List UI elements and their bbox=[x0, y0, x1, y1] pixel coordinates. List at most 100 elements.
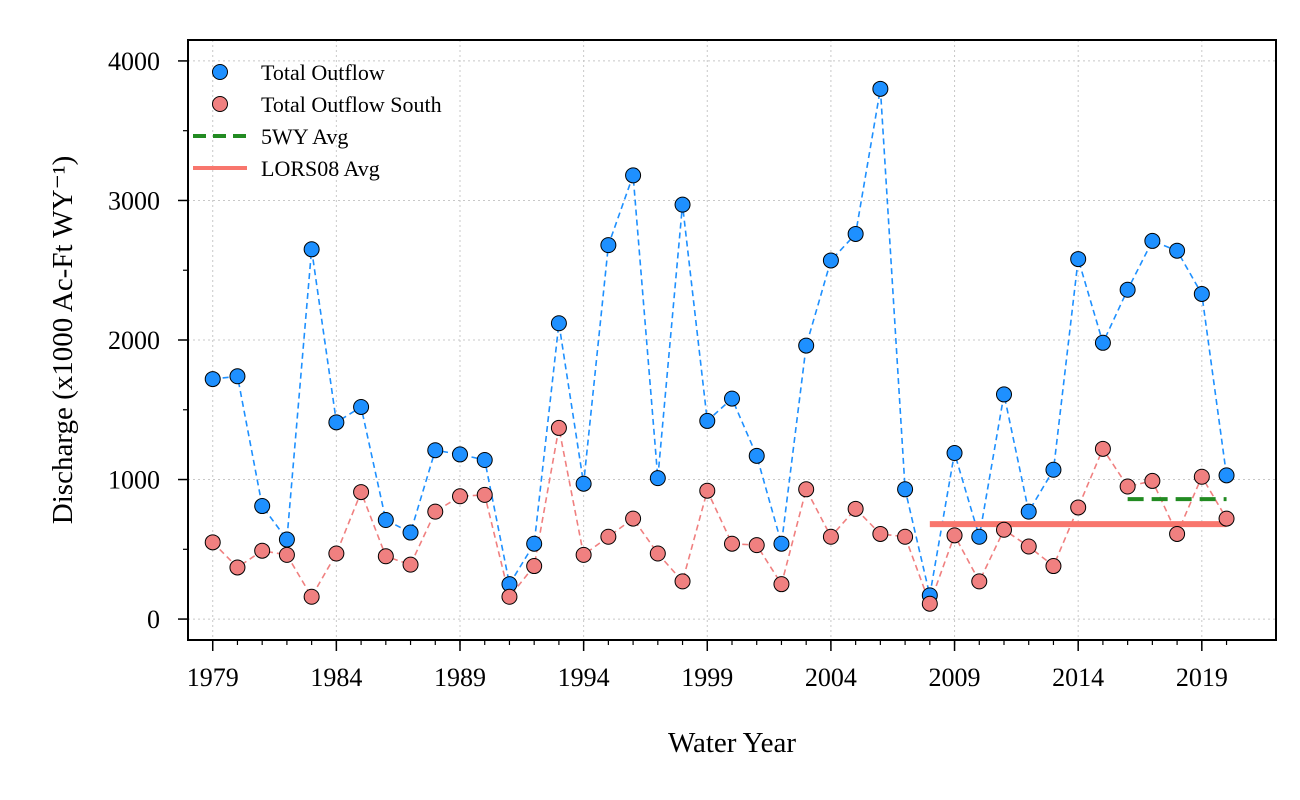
total-outflow-south-point bbox=[229, 559, 246, 576]
total-outflow-south-point bbox=[476, 486, 493, 503]
total-outflow-south-point bbox=[377, 548, 394, 565]
y-tick-label: 1000 bbox=[108, 466, 160, 495]
total-outflow-point bbox=[1218, 467, 1235, 484]
axes: 1979 1984 1989 1994 1999 2004 2009 2014 2019 0 100… bbox=[108, 47, 1228, 692]
legend-label: 5WY Avg bbox=[261, 124, 348, 149]
total-outflow-south-point bbox=[575, 546, 592, 563]
total-outflow-point bbox=[526, 535, 543, 552]
total-outflow-point bbox=[946, 445, 963, 462]
total-outflow-south-point bbox=[773, 576, 790, 593]
grid bbox=[188, 40, 1276, 640]
total-outflow-south-point bbox=[353, 484, 370, 501]
total-outflow-point bbox=[427, 442, 444, 459]
total-outflow-point bbox=[1070, 251, 1087, 268]
total-outflow-point bbox=[625, 167, 642, 184]
total-outflow-point bbox=[971, 528, 988, 545]
y-tick-label: 0 bbox=[147, 605, 160, 634]
total-outflow-point bbox=[1094, 334, 1111, 351]
total-outflow-south-point bbox=[1045, 558, 1062, 575]
total-outflow-line bbox=[212, 88, 1228, 596]
total-outflow-south-point bbox=[1020, 538, 1037, 555]
total-outflow-south-point bbox=[1119, 478, 1136, 495]
total-outflow-point bbox=[328, 414, 345, 431]
series-points bbox=[204, 80, 1235, 612]
total-outflow-point bbox=[724, 390, 740, 407]
total-outflow-south-point bbox=[254, 542, 271, 559]
total-outflow-point bbox=[847, 225, 864, 242]
legend-label: Total Outflow bbox=[261, 60, 385, 85]
total-outflow-point bbox=[377, 512, 394, 528]
total-outflow-south-point bbox=[996, 521, 1012, 538]
total-outflow-south-point bbox=[452, 488, 468, 505]
x-axis-title: Water Year bbox=[668, 727, 796, 759]
total-outflow-point bbox=[452, 446, 468, 463]
total-outflow-point bbox=[1119, 281, 1136, 298]
legend-marker bbox=[212, 96, 228, 112]
x-tick-label: 1989 bbox=[434, 663, 486, 692]
total-outflow-south-point bbox=[674, 573, 691, 590]
total-outflow-point bbox=[600, 237, 617, 254]
total-outflow-point bbox=[1045, 461, 1062, 478]
x-tick-label: 2019 bbox=[1176, 663, 1228, 692]
total-outflow-point bbox=[476, 452, 493, 468]
total-outflow-south-point bbox=[946, 527, 963, 544]
legend-label: Total Outflow South bbox=[261, 92, 442, 117]
total-outflow-south-point bbox=[427, 503, 444, 520]
total-outflow-point bbox=[872, 80, 889, 97]
total-outflow-point bbox=[550, 315, 567, 332]
y-tick-label: 3000 bbox=[108, 186, 160, 215]
total-outflow-south-point bbox=[1094, 440, 1111, 457]
total-outflow-south-point bbox=[847, 500, 864, 517]
total-outflow-point bbox=[996, 386, 1012, 403]
legend-entry-total-outflow-south: Total Outflow South bbox=[212, 92, 442, 117]
total-outflow-south-point bbox=[204, 534, 221, 551]
total-outflow-south-point bbox=[303, 588, 320, 605]
total-outflow-point bbox=[1169, 242, 1186, 259]
total-outflow-point bbox=[575, 475, 592, 492]
total-outflow-point bbox=[748, 447, 765, 464]
legend-entry-total-outflow: Total Outflow bbox=[212, 60, 385, 85]
total-outflow-south-point bbox=[971, 573, 988, 590]
total-outflow-south-point bbox=[501, 588, 518, 605]
total-outflow-south-point bbox=[278, 546, 295, 563]
total-outflow-south-point bbox=[402, 556, 419, 573]
total-outflow-south-point bbox=[1218, 510, 1235, 527]
total-outflow-point bbox=[798, 337, 815, 354]
total-outflow-south-point bbox=[724, 535, 740, 552]
x-tick-label: 1994 bbox=[558, 663, 610, 692]
legend-entry-5wy-avg: 5WY Avg bbox=[193, 124, 348, 149]
total-outflow-point bbox=[674, 196, 691, 213]
total-outflow-point bbox=[897, 481, 914, 498]
total-outflow-point bbox=[402, 524, 419, 541]
total-outflow-south-point bbox=[748, 537, 765, 554]
total-outflow-south-line bbox=[212, 427, 1228, 607]
total-outflow-point bbox=[254, 498, 271, 515]
total-outflow-south-point bbox=[1070, 499, 1087, 516]
total-outflow-point bbox=[773, 535, 790, 552]
total-outflow-point bbox=[1144, 232, 1161, 249]
x-tick-label: 1984 bbox=[310, 663, 362, 692]
total-outflow-point bbox=[278, 531, 295, 548]
total-outflow-south-point bbox=[822, 528, 839, 545]
x-tick-label: 1979 bbox=[187, 663, 239, 692]
legend: Total Outflow Total Outflow South 5WY Avg L… bbox=[193, 60, 442, 181]
total-outflow-south-point bbox=[1169, 525, 1186, 542]
total-outflow-south-point bbox=[1144, 472, 1161, 489]
legend-label: LORS08 Avg bbox=[261, 156, 380, 181]
total-outflow-point bbox=[822, 252, 839, 269]
total-outflow-point bbox=[353, 398, 370, 415]
total-outflow-south-point bbox=[649, 545, 666, 562]
total-outflow-south-point bbox=[600, 528, 617, 545]
total-outflow-point bbox=[303, 241, 320, 258]
total-outflow-point bbox=[699, 412, 716, 429]
total-outflow-point bbox=[229, 368, 246, 385]
x-tick-label: 1999 bbox=[681, 663, 733, 692]
total-outflow-point bbox=[1020, 503, 1037, 520]
total-outflow-south-point bbox=[897, 528, 914, 545]
total-outflow-south-point bbox=[921, 595, 938, 612]
total-outflow-point bbox=[649, 470, 666, 487]
legend-entry-lors08-avg: LORS08 Avg bbox=[193, 156, 380, 181]
total-outflow-point bbox=[204, 371, 221, 388]
legend-marker bbox=[212, 64, 228, 80]
